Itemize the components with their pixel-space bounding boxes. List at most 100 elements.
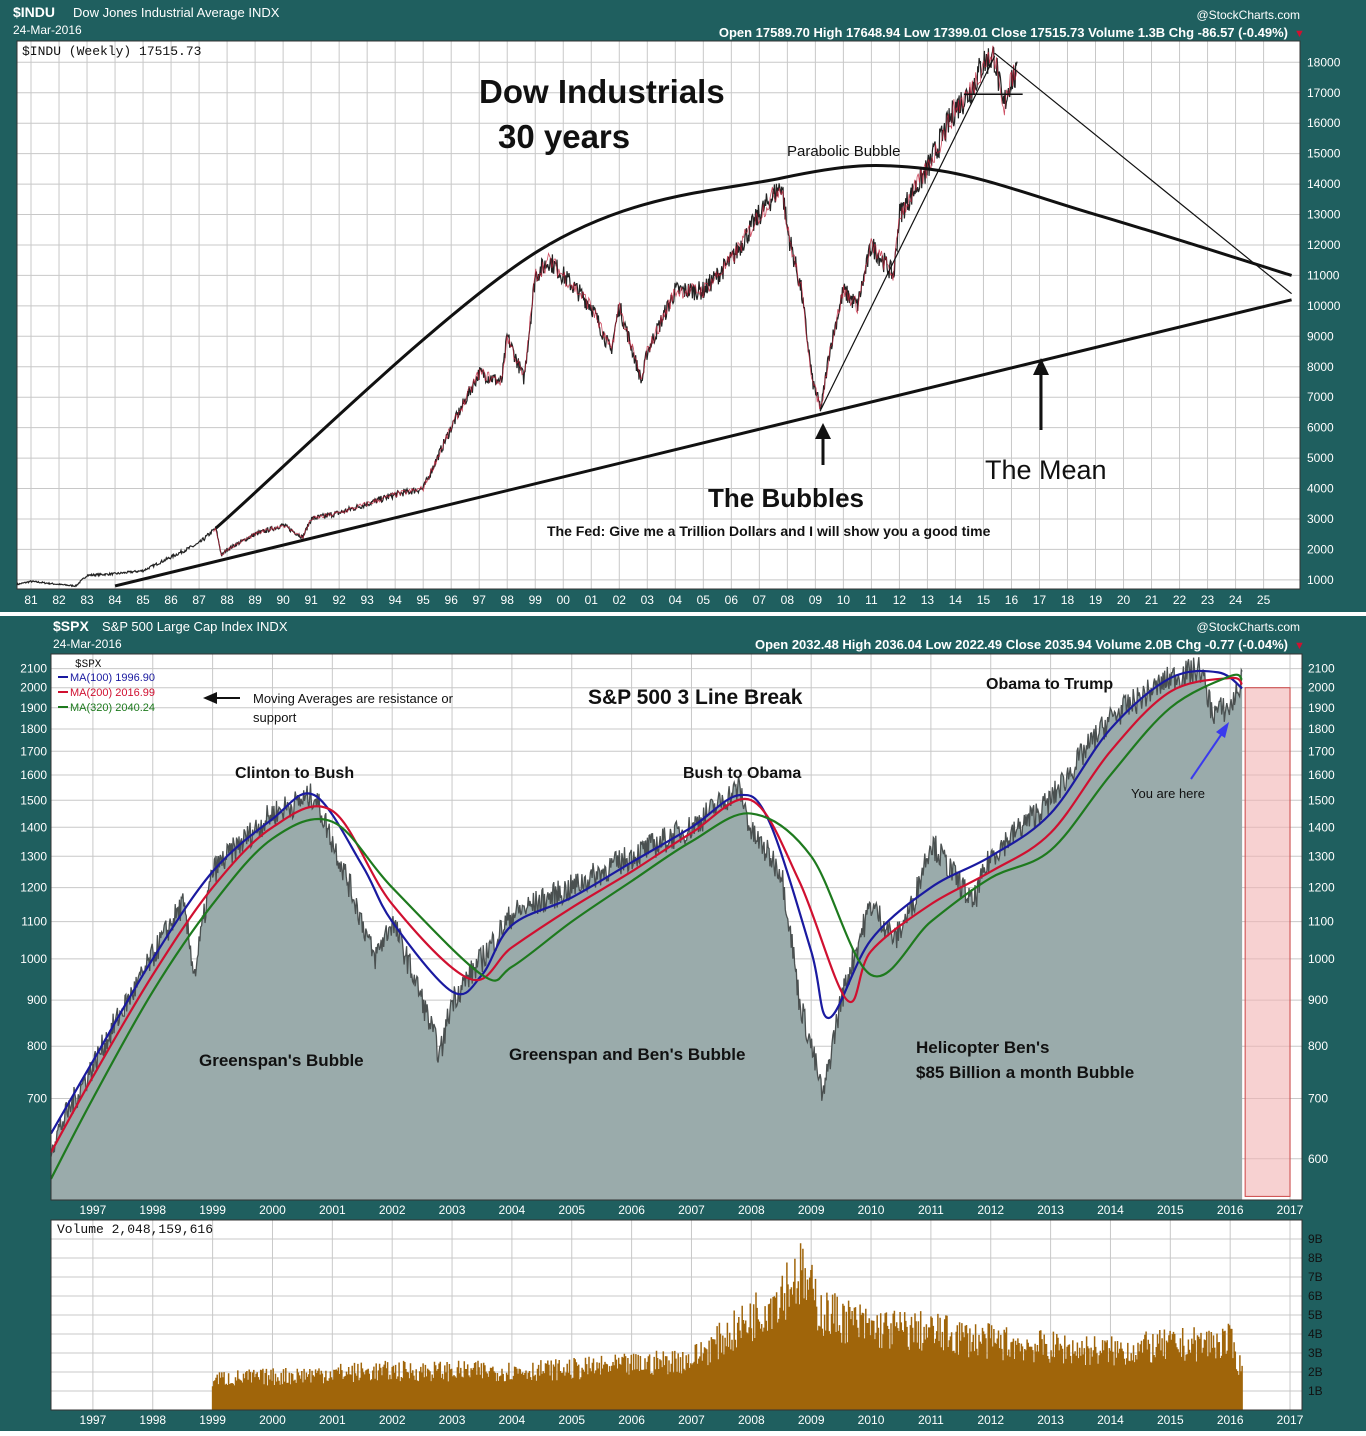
spx-x-tick-label: 2017 bbox=[1277, 1203, 1304, 1217]
spx-x-tick-label: 2001 bbox=[319, 1203, 346, 1217]
arrow-left-icon bbox=[203, 692, 240, 704]
spx-y-tick-label-right: 1300 bbox=[1308, 849, 1335, 863]
top-y-tick-label: 17000 bbox=[1307, 86, 1341, 100]
top-y-tick-label: 2000 bbox=[1307, 542, 1334, 556]
top-x-tick-label: 08 bbox=[781, 593, 795, 607]
volume-y-tick-label: 8B bbox=[1308, 1251, 1323, 1265]
spx-y-tick-label-right: 900 bbox=[1308, 993, 1328, 1007]
top-x-tick-label: 89 bbox=[248, 593, 262, 607]
top-x-tick-label: 11 bbox=[865, 593, 878, 607]
indu-down-bars bbox=[212, 45, 1018, 556]
spx-y-tick-label-right: 2000 bbox=[1308, 681, 1335, 695]
indu-price-series bbox=[16, 45, 1018, 588]
spx-y-tick-label-right: 1900 bbox=[1308, 701, 1335, 715]
spx-x-tick-label: 2012 bbox=[977, 1203, 1004, 1217]
top-x-tick-label: 88 bbox=[220, 593, 234, 607]
spx-y-tick-label-right: 600 bbox=[1308, 1152, 1328, 1166]
top-x-tick-label: 95 bbox=[417, 593, 431, 607]
top-plot-border bbox=[16, 40, 1301, 590]
spx-y-tick-label-right: 1000 bbox=[1308, 952, 1335, 966]
spx-x-tick-label: 2011 bbox=[918, 1203, 944, 1217]
spx-legend-symbol: $SPX bbox=[75, 659, 102, 671]
volume-y-tick-label: 6B bbox=[1308, 1289, 1323, 1303]
spx-x-tick-label: 2005 bbox=[558, 1203, 585, 1217]
spx-y-tick-label-left: 800 bbox=[27, 1039, 47, 1053]
top-symbol: $INDU bbox=[13, 4, 55, 20]
spx-legend-ma100: MA(100) 1996.90 bbox=[70, 672, 155, 684]
volume-x-tick-label: 2007 bbox=[678, 1413, 705, 1427]
arrow-you-are-here-icon bbox=[1190, 722, 1229, 780]
spx-area-fill bbox=[51, 657, 1243, 1200]
annotation-helicopter-line1: Helicopter Ben's bbox=[916, 1038, 1049, 1057]
spx-x-tick-label: 2003 bbox=[439, 1203, 466, 1217]
top-x-tick-label: 82 bbox=[52, 593, 66, 607]
top-x-tick-label: 09 bbox=[809, 593, 823, 607]
top-quote: Open 17589.70 High 17648.94 Low 17399.01… bbox=[719, 25, 1288, 40]
spx-ma100-line bbox=[50, 669, 1243, 1135]
top-x-tick-label: 81 bbox=[24, 593, 38, 607]
spx-y-tick-label-left: 1300 bbox=[20, 849, 47, 863]
trendline-top-decline bbox=[994, 52, 1292, 295]
annotation-greenspan-ben-bubble: Greenspan and Ben's Bubble bbox=[509, 1045, 745, 1064]
spx-y-tick-label-left: 700 bbox=[27, 1091, 47, 1105]
volume-x-tick-label: 2015 bbox=[1157, 1413, 1184, 1427]
annotation-you-are-here: You are here bbox=[1131, 786, 1205, 801]
spx-y-tick-label-right: 1200 bbox=[1308, 881, 1335, 895]
annotation-the-fed: The Fed: Give me a Trillion Dollars and … bbox=[547, 523, 991, 539]
top-x-tick-label: 96 bbox=[445, 593, 459, 607]
spx-y-axis: 600 700 800 900 1000 1100 1200 1300 1400 1500 1600… bbox=[20, 662, 1335, 1166]
top-x-tick-label: 03 bbox=[641, 593, 655, 607]
spx-y-tick-label-left: 1600 bbox=[20, 768, 47, 782]
spx-x-tick-label: 2006 bbox=[618, 1203, 645, 1217]
top-x-tick-label: 12 bbox=[893, 593, 907, 607]
top-x-tick-label: 25 bbox=[1257, 593, 1271, 607]
spx-legend-ma320: MA(320) 2040.24 bbox=[70, 702, 155, 714]
volume-legend: Volume 2,048,159,616 bbox=[57, 1222, 213, 1237]
top-x-tick-label: 16 bbox=[1005, 593, 1019, 607]
top-x-tick-label: 90 bbox=[276, 593, 290, 607]
spx-y-tick-label-left: 2100 bbox=[20, 662, 47, 676]
spx-y-tick-label-right: 1100 bbox=[1308, 915, 1334, 929]
volume-y-axis: 1B 2B 3B 4B 5B 6B 7B 8B 9B bbox=[1308, 1232, 1323, 1398]
annotation-clinton-to-bush: Clinton to Bush bbox=[235, 765, 354, 782]
spx-y-tick-label-right: 2100 bbox=[1308, 662, 1335, 676]
spx-y-tick-label-left: 1700 bbox=[20, 744, 47, 758]
bottom-down-arrow-icon: ▼ bbox=[1294, 640, 1305, 652]
volume-x-tick-label: 2006 bbox=[618, 1413, 645, 1427]
volume-x-tick-label: 2014 bbox=[1097, 1413, 1124, 1427]
volume-x-tick-label: 2012 bbox=[977, 1413, 1004, 1427]
spx-price-series bbox=[50, 657, 1243, 1157]
highlight-zone bbox=[1244, 687, 1291, 1197]
spx-y-tick-label-right: 1800 bbox=[1308, 722, 1335, 736]
volume-x-axis: 1997 1998 1999 2000 2001 2002 2003 2004 2005 2006… bbox=[80, 1413, 1304, 1427]
top-x-tick-label: 05 bbox=[697, 593, 711, 607]
annotation-dow-title-line1: Dow Industrials bbox=[479, 73, 725, 110]
top-x-tick-label: 18 bbox=[1061, 593, 1075, 607]
spx-x-tick-label: 2008 bbox=[738, 1203, 765, 1217]
spx-x-tick-label: 2004 bbox=[499, 1203, 526, 1217]
top-x-tick-label: 24 bbox=[1229, 593, 1243, 607]
bottom-watermark: @StockCharts.com bbox=[1196, 620, 1300, 634]
annotation-dow-title-line2: 30 years bbox=[498, 118, 630, 155]
volume-x-tick-label: 2008 bbox=[738, 1413, 765, 1427]
top-x-tick-label: 14 bbox=[949, 593, 963, 607]
spx-y-tick-label-left: 1100 bbox=[21, 915, 47, 929]
top-y-tick-label: 12000 bbox=[1307, 238, 1341, 252]
bottom-index-name: S&P 500 Large Cap Index INDX bbox=[102, 619, 288, 634]
top-x-tick-label: 85 bbox=[136, 593, 150, 607]
top-x-tick-label: 91 bbox=[304, 593, 318, 607]
volume-series-bars bbox=[211, 1243, 1243, 1410]
top-x-tick-label: 13 bbox=[921, 593, 935, 607]
spx-area bbox=[51, 657, 1243, 1200]
top-date: 24-Mar-2016 bbox=[13, 23, 82, 37]
spx-y-tick-label-left: 1900 bbox=[20, 701, 47, 715]
arrow-mean-icon bbox=[1033, 358, 1049, 430]
top-x-tick-label: 87 bbox=[192, 593, 206, 607]
spx-x-tick-label: 2015 bbox=[1157, 1203, 1184, 1217]
top-y-tick-label: 13000 bbox=[1307, 208, 1341, 222]
top-x-tick-label: 98 bbox=[501, 593, 515, 607]
volume-y-tick-label: 7B bbox=[1308, 1270, 1323, 1284]
spx-plot-border bbox=[50, 653, 1303, 1201]
annotation-helicopter-line2: $85 Billion a month Bubble bbox=[916, 1063, 1134, 1082]
